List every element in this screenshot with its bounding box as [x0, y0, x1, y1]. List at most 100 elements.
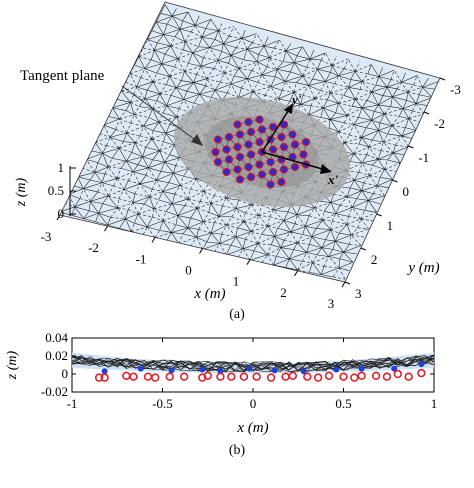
x-axis-label: x (m) [193, 286, 225, 302]
mesh-cell [247, 70, 262, 83]
panel-a-surface-plot: x' y' Tangent plane 1 0.5 0 z (m) -3 -2 -1… [14, 1, 461, 322]
mesh-cell [230, 236, 244, 249]
mesh-cell [202, 212, 220, 223]
mesh-cell [183, 91, 200, 104]
mesh-cell [156, 34, 171, 47]
mesh-cell [133, 106, 153, 118]
mesh-cell [192, 46, 210, 59]
mesh-cell [294, 55, 310, 68]
mesh-cell [306, 244, 322, 256]
mesh-cell [271, 236, 282, 248]
mesh-cell [116, 168, 134, 181]
mesh-cell [251, 223, 268, 235]
mesh-cell [320, 52, 333, 66]
mesh-cell [172, 8, 188, 22]
mesh-cell [125, 73, 138, 88]
mesh-cell [412, 103, 425, 115]
mesh-cell [408, 110, 425, 123]
mesh-cell [198, 37, 210, 48]
mesh-cell [163, 133, 175, 146]
mesh-node [268, 145, 278, 154]
mesh-cell [346, 216, 361, 229]
mesh-cell [284, 71, 303, 83]
mesh-cell [302, 226, 312, 237]
mesh-cell [139, 126, 153, 140]
mesh-cell [143, 196, 155, 209]
mesh-cell [184, 198, 198, 209]
mesh-cell [251, 61, 263, 76]
mesh-cell [203, 47, 219, 61]
mesh-cell [110, 207, 126, 220]
mesh-cell [348, 207, 362, 220]
mesh-cell [90, 191, 109, 204]
mesh-cell [281, 81, 295, 93]
mesh-cell [120, 160, 134, 172]
mesh-cell [297, 234, 312, 245]
mesh-cell [283, 231, 298, 244]
mesh-cell [172, 194, 188, 206]
mesh-cell [107, 158, 127, 169]
mesh-cell [182, 11, 196, 26]
mesh-cell [101, 173, 118, 187]
mesh-node [235, 175, 245, 184]
mesh-cell [357, 218, 369, 230]
mesh-cell [148, 108, 160, 123]
mesh-cell [159, 84, 177, 96]
mesh-cell [145, 167, 157, 181]
mesh-cell [137, 203, 155, 218]
mesh-cell [89, 172, 103, 184]
mesh-cell [368, 139, 384, 152]
mesh-cell [344, 134, 362, 145]
mesh-cell [138, 47, 155, 61]
mesh-cell [206, 68, 225, 83]
mesh-cell [330, 65, 339, 77]
y-tick-label: -3 [450, 82, 461, 97]
mesh-cell [194, 15, 211, 29]
mesh-cell [123, 180, 140, 195]
mesh-cell [230, 75, 248, 89]
local-y-axis [261, 107, 291, 153]
mesh-node [277, 132, 286, 142]
mesh-cell [159, 141, 175, 155]
x-tick-mark [199, 248, 203, 254]
mesh-cell [261, 66, 277, 77]
mesh-node [233, 142, 242, 152]
mesh-cell [263, 36, 280, 49]
mesh-cell [330, 194, 348, 206]
mesh-cell [353, 172, 370, 184]
mesh-node [235, 152, 245, 162]
mesh-node [244, 117, 253, 127]
data-series [94, 361, 426, 382]
mesh-cell [184, 31, 203, 47]
red-marker [203, 371, 212, 380]
mesh-cell [293, 242, 307, 253]
mesh-cell [210, 222, 227, 235]
mesh-cell [375, 76, 388, 88]
red-marker [324, 371, 334, 380]
y-tick-mark [439, 77, 446, 81]
mesh-cell [182, 227, 197, 238]
mesh-cell [356, 190, 369, 201]
mesh-cell [158, 191, 173, 204]
mesh-cell [147, 216, 163, 231]
mesh-cell [377, 177, 393, 188]
mesh-cell [320, 107, 331, 120]
mesh-node [255, 137, 264, 147]
mesh-cell [159, 220, 172, 233]
mesh-node [213, 135, 223, 144]
mesh-cell [360, 81, 372, 93]
red-marker [129, 372, 138, 381]
red-marker [180, 372, 189, 381]
mesh-cell [339, 251, 354, 263]
mesh-cell [162, 211, 178, 225]
mesh-cell [200, 57, 219, 69]
mesh-cell [276, 61, 295, 73]
mesh-cell [329, 112, 348, 124]
mesh-node [244, 162, 253, 172]
mesh-cell [156, 171, 174, 183]
mesh-cell [143, 117, 159, 131]
mesh-cell [358, 137, 369, 148]
annotation-arrowhead [191, 134, 203, 146]
x-tick-label: 1 [233, 274, 240, 289]
